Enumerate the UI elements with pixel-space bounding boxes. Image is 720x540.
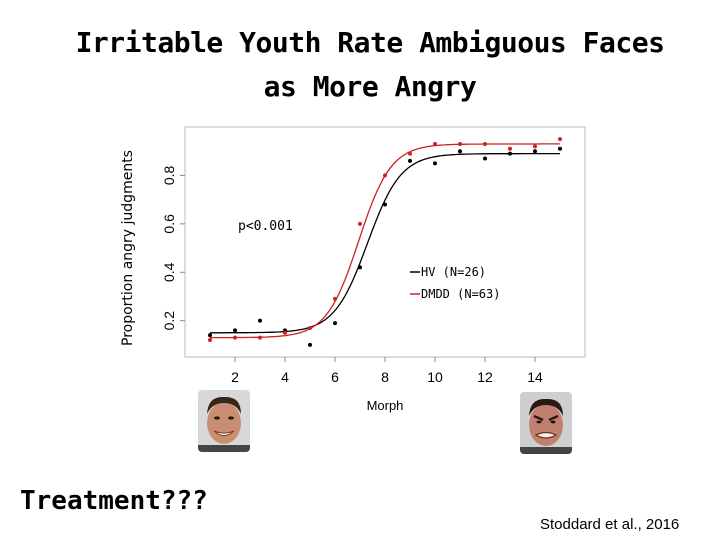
x-tick-label: 12 — [477, 369, 493, 385]
fit-curve — [210, 152, 560, 334]
data-point — [458, 149, 462, 154]
data-point — [333, 321, 337, 326]
angry-face-icon — [520, 392, 572, 454]
data-point — [433, 141, 437, 146]
data-point — [408, 158, 412, 163]
y-tick-label: 0.2 — [161, 311, 177, 331]
legend-label: HV (N=26) — [421, 265, 486, 279]
data-point — [558, 137, 562, 142]
x-tick-label: 10 — [427, 369, 443, 385]
data-point — [308, 342, 312, 347]
data-point — [233, 335, 237, 340]
data-point — [283, 330, 287, 335]
citation: Stoddard et al., 2016 — [540, 516, 680, 533]
treatment-question: Treatment??? — [20, 486, 208, 516]
fit-curve — [210, 143, 560, 339]
data-point — [508, 151, 512, 156]
x-tick-label: 2 — [231, 369, 239, 385]
data-point — [433, 161, 437, 166]
x-tick-label: 8 — [381, 369, 389, 385]
x-axis-label: Morph — [367, 398, 404, 413]
data-point — [458, 141, 462, 146]
y-tick-label: 0.6 — [161, 214, 177, 234]
data-point — [508, 146, 512, 151]
data-point — [383, 202, 387, 207]
happy-face-icon — [198, 390, 250, 452]
y-tick-label: 0.4 — [161, 262, 177, 282]
data-point — [258, 335, 262, 340]
x-tick-label: 6 — [331, 369, 339, 385]
legend-label: DMDD (N=63) — [421, 287, 500, 301]
y-tick-label: 0.8 — [161, 165, 177, 185]
data-point — [558, 146, 562, 151]
data-point — [308, 325, 312, 330]
data-point — [358, 221, 362, 226]
data-point — [533, 149, 537, 154]
y-axis-label: Proportion angry judgments — [120, 150, 136, 346]
slide-title-line2: as More Angry — [263, 70, 477, 103]
plot-frame — [184, 126, 586, 358]
p-value-annotation: p<0.001 — [238, 219, 293, 234]
data-point — [408, 151, 412, 156]
data-point — [358, 265, 362, 270]
data-point — [258, 318, 262, 323]
data-point — [233, 328, 237, 333]
data-point — [333, 296, 337, 301]
data-point — [208, 333, 212, 338]
data-point — [208, 338, 212, 343]
x-tick-label: 4 — [281, 369, 289, 385]
data-point — [483, 156, 487, 161]
data-point — [483, 141, 487, 146]
x-tick-label: 14 — [527, 369, 543, 385]
slide-title-line1: Irritable Youth Rate Ambiguous Faces — [75, 26, 665, 59]
data-point — [383, 173, 387, 178]
data-point — [533, 144, 537, 149]
